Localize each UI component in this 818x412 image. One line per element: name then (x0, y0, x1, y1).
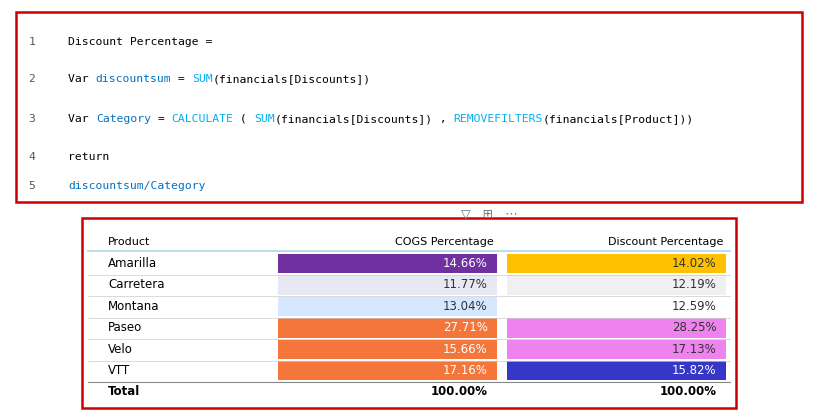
Bar (278, 361, 497, 380)
Text: 15.66%: 15.66% (443, 343, 488, 356)
Bar (507, 340, 726, 359)
Bar (278, 340, 497, 359)
Text: REMOVEFILTERS: REMOVEFILTERS (453, 114, 542, 124)
Text: Amarilla: Amarilla (108, 257, 157, 270)
Text: CALCULATE: CALCULATE (172, 114, 233, 124)
Text: Category: Category (96, 114, 151, 124)
Bar (507, 297, 726, 316)
Text: Discount Percentage: Discount Percentage (608, 237, 723, 247)
Text: (financials[Discounts]): (financials[Discounts]) (213, 75, 371, 84)
Bar (278, 297, 497, 316)
Bar (278, 318, 497, 337)
Text: (financials[Product])): (financials[Product])) (542, 114, 694, 124)
Text: discountsum/Category: discountsum/Category (68, 181, 206, 191)
Bar (278, 254, 497, 273)
Text: COGS Percentage: COGS Percentage (395, 237, 494, 247)
Text: Var: Var (68, 114, 96, 124)
Text: 100.00%: 100.00% (430, 386, 488, 398)
Text: Product: Product (108, 237, 151, 247)
Text: SUM: SUM (192, 75, 213, 84)
Text: return: return (68, 152, 110, 162)
Bar (278, 276, 497, 295)
Text: (: ( (233, 114, 254, 124)
Text: 17.13%: 17.13% (672, 343, 717, 356)
Text: Montana: Montana (108, 300, 160, 313)
Text: 14.02%: 14.02% (672, 257, 717, 270)
Text: 17.16%: 17.16% (443, 364, 488, 377)
Text: 12.19%: 12.19% (672, 279, 717, 291)
Text: 100.00%: 100.00% (659, 386, 717, 398)
Text: Paseo: Paseo (108, 321, 142, 334)
Text: 5: 5 (28, 181, 35, 191)
Text: VTT: VTT (108, 364, 130, 377)
Text: 27.71%: 27.71% (443, 321, 488, 334)
Text: 4: 4 (28, 152, 35, 162)
Text: Carretera: Carretera (108, 279, 164, 291)
Text: ,: , (433, 114, 453, 124)
Text: 3: 3 (28, 114, 35, 124)
Text: =: = (151, 114, 172, 124)
Text: Var: Var (68, 75, 96, 84)
Text: 14.66%: 14.66% (443, 257, 488, 270)
Bar (507, 254, 726, 273)
Text: 13.04%: 13.04% (443, 300, 488, 313)
Text: discountsum: discountsum (96, 75, 172, 84)
Text: 15.82%: 15.82% (672, 364, 717, 377)
Text: 28.25%: 28.25% (672, 321, 717, 334)
Text: 11.77%: 11.77% (443, 279, 488, 291)
Bar (507, 361, 726, 380)
Text: 1: 1 (28, 37, 35, 47)
Text: ▽   ⊞   ⋯: ▽ ⊞ ⋯ (461, 208, 518, 221)
Text: =: = (172, 75, 192, 84)
Text: Total: Total (108, 386, 140, 398)
Bar (507, 276, 726, 295)
Text: Discount Percentage =: Discount Percentage = (68, 37, 213, 47)
Text: 2: 2 (28, 75, 35, 84)
Text: Velo: Velo (108, 343, 133, 356)
Text: (financials[Discounts]): (financials[Discounts]) (275, 114, 433, 124)
Text: 12.59%: 12.59% (672, 300, 717, 313)
Text: SUM: SUM (254, 114, 275, 124)
Bar (507, 318, 726, 337)
